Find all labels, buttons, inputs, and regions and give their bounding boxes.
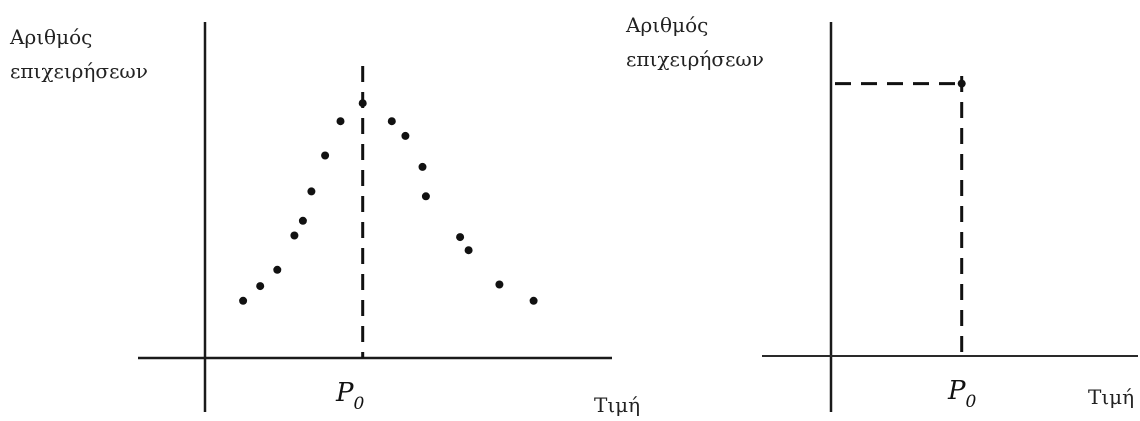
right-p0-subscript: 0	[966, 392, 977, 412]
left-data-point-17	[529, 296, 538, 305]
right-xlabel: Τιμή	[1088, 385, 1134, 409]
left-data-point-10	[387, 117, 396, 126]
left-data-point-8	[336, 117, 345, 126]
left-data-point-12	[418, 162, 427, 171]
left-data-point-1	[239, 296, 248, 305]
left-data-point-4	[290, 231, 299, 240]
right-data-point-1	[957, 79, 966, 88]
left-data-point-14	[456, 233, 465, 242]
right-ylabel-line2: επιχειρήσεων	[626, 47, 764, 71]
left-xlabel: Τιμή	[594, 393, 640, 417]
left-data-point-6	[307, 187, 316, 196]
right-data-points	[957, 79, 966, 88]
right-ylabel-line1: Αριθμός	[625, 13, 708, 37]
left-data-point-7	[321, 151, 330, 160]
left-data-point-2	[256, 282, 265, 291]
left-data-point-16	[495, 280, 504, 289]
left-chart: Αριθμός επιχειρήσεων P0 Τιμή	[9, 22, 640, 417]
left-data-point-11	[401, 131, 410, 140]
right-p0-tick-label: P0	[947, 376, 977, 412]
left-ylabel-line1: Αριθμός	[9, 25, 92, 49]
left-data-point-13	[421, 192, 430, 201]
left-p0-subscript: 0	[354, 394, 365, 414]
left-data-point-5	[298, 216, 307, 225]
left-p0-tick-label: P0	[335, 378, 365, 414]
left-data-point-9	[358, 99, 367, 108]
left-data-point-3	[273, 265, 282, 274]
left-data-points	[239, 99, 538, 305]
left-p0-symbol: P	[335, 378, 354, 408]
left-ylabel-line2: επιχειρήσεων	[10, 59, 148, 83]
right-chart: Αριθμός επιχειρήσεων P0 Τιμή	[625, 13, 1138, 412]
left-data-point-15	[464, 246, 473, 255]
right-p0-symbol: P	[947, 376, 966, 406]
